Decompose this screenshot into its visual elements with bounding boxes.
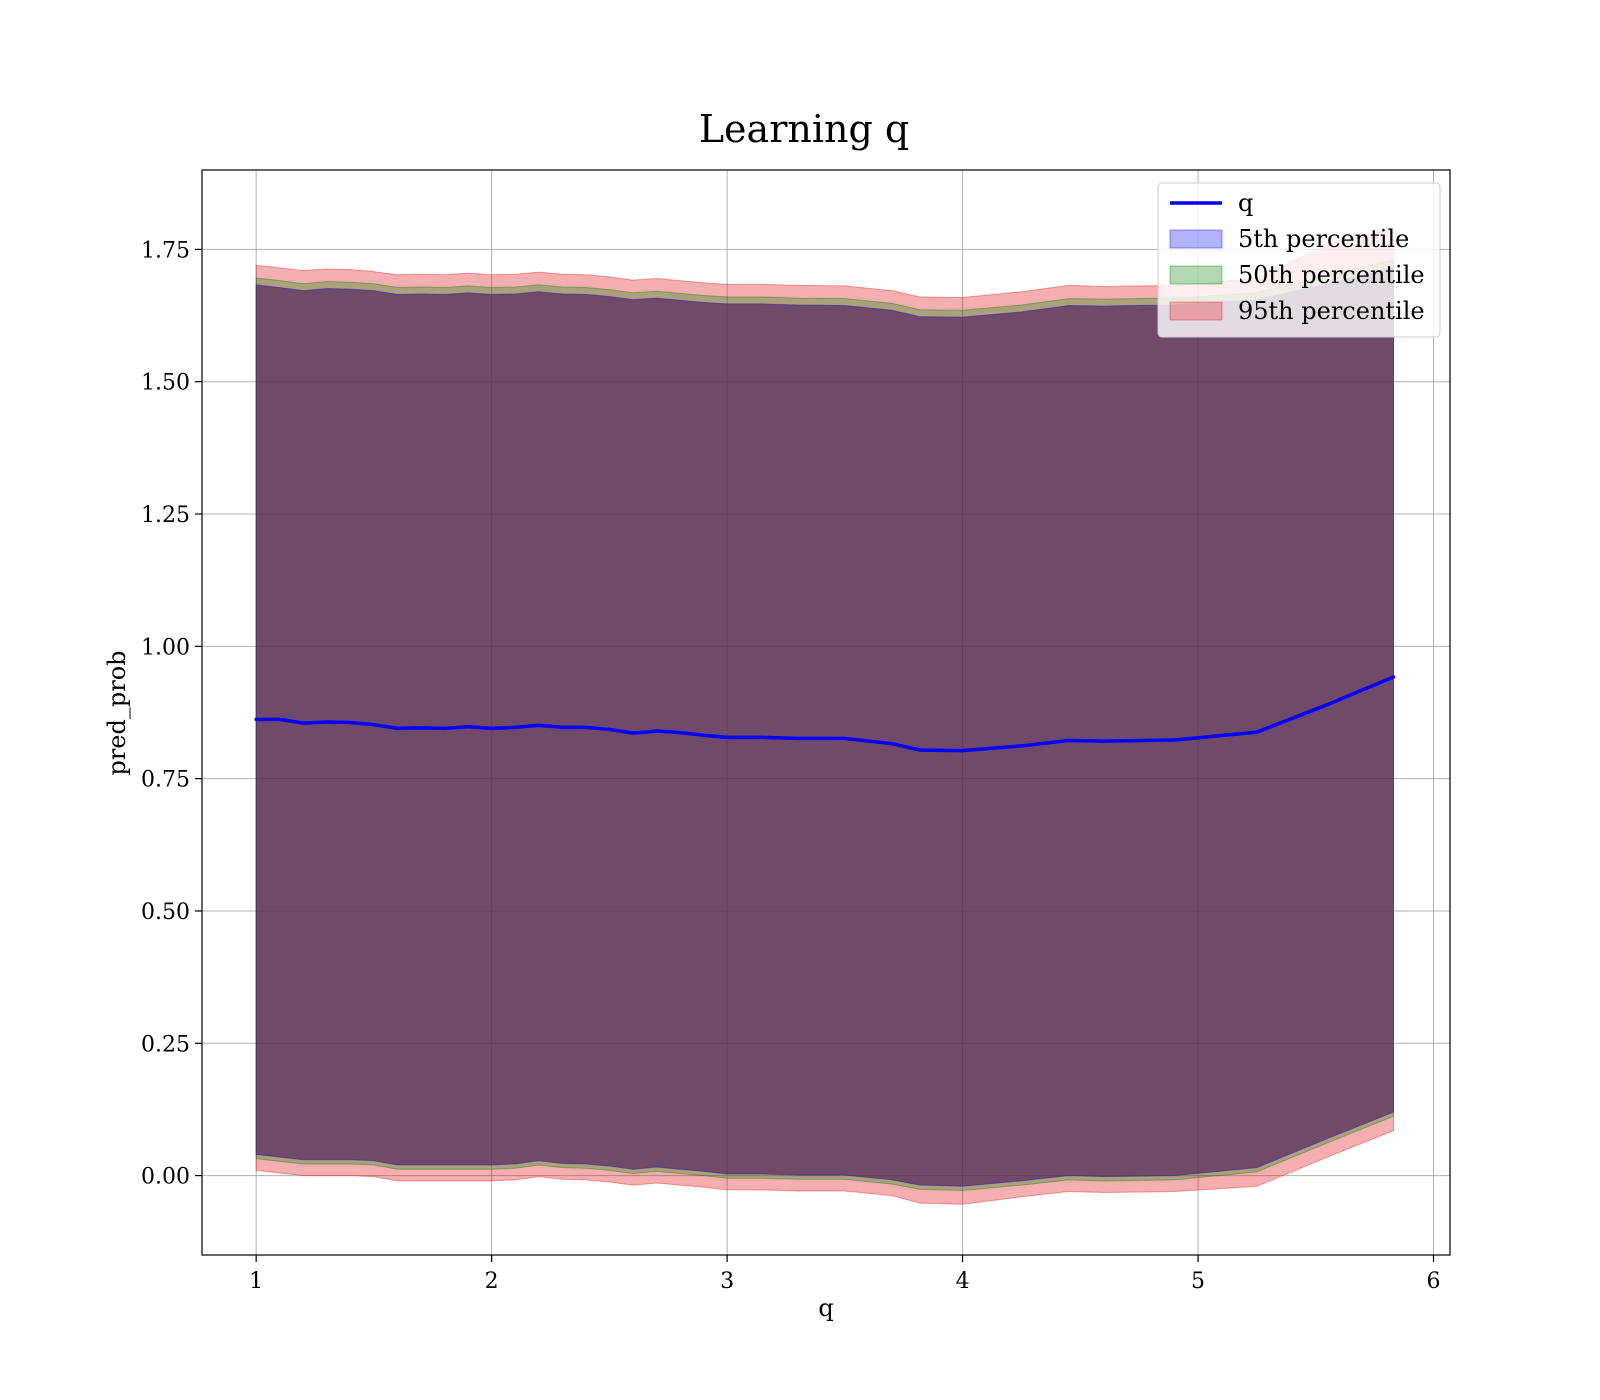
percentile-bands-layer: [255, 227, 1394, 1205]
x-tick-label-1: 2: [485, 1269, 499, 1294]
y-tick-label-1: 0.25: [141, 1032, 190, 1057]
chart-title: Learning q: [699, 107, 909, 151]
y-tick-label-4: 1.00: [141, 635, 190, 660]
q-series-line: [254, 675, 1396, 753]
x-tick-label-4: 5: [1191, 1269, 1205, 1294]
y-tick-label-5: 1.25: [141, 503, 190, 528]
q-line-layer: [254, 675, 1396, 753]
legend-label-5th-percentile: 5th percentile: [1238, 225, 1409, 253]
x-tick-label-3: 4: [956, 1269, 970, 1294]
y-tick-label-2: 0.50: [141, 900, 190, 925]
x-tick-label-0: 1: [249, 1269, 263, 1294]
y-tick-label-7: 1.75: [141, 238, 190, 263]
legend: q 5th percentile 50th percentile 95th perce…: [1157, 182, 1441, 338]
y-tick-label-6: 1.50: [141, 371, 190, 396]
x-tick-label-5: 6: [1427, 1269, 1441, 1294]
legend-label-95th-percentile: 95th percentile: [1238, 297, 1425, 325]
band-overlap-region: [256, 267, 1394, 1187]
axes-layer: 1 2 3 4 5 6 0.00 0.25 0.50 0.75 1.00 1.25 1.50 1.75: [141, 169, 1451, 1294]
x-tick-label-2: 3: [720, 1269, 734, 1294]
legend-box: [1157, 182, 1441, 338]
x-axis-label: q: [818, 1294, 833, 1322]
y-tick-label-0: 0.00: [141, 1165, 190, 1190]
plot-frame: [201, 169, 1451, 1256]
legend-swatch-5th-percentile: [1169, 229, 1223, 249]
y-axis-label: pred_prob: [103, 650, 131, 775]
legend-label-50th-percentile: 50th percentile: [1238, 261, 1425, 289]
y-tick-label-3: 0.75: [141, 768, 190, 793]
legend-swatch-50th-percentile: [1169, 265, 1223, 285]
legend-label-q: q: [1238, 189, 1253, 217]
legend-swatch-95th-percentile: [1169, 301, 1223, 321]
